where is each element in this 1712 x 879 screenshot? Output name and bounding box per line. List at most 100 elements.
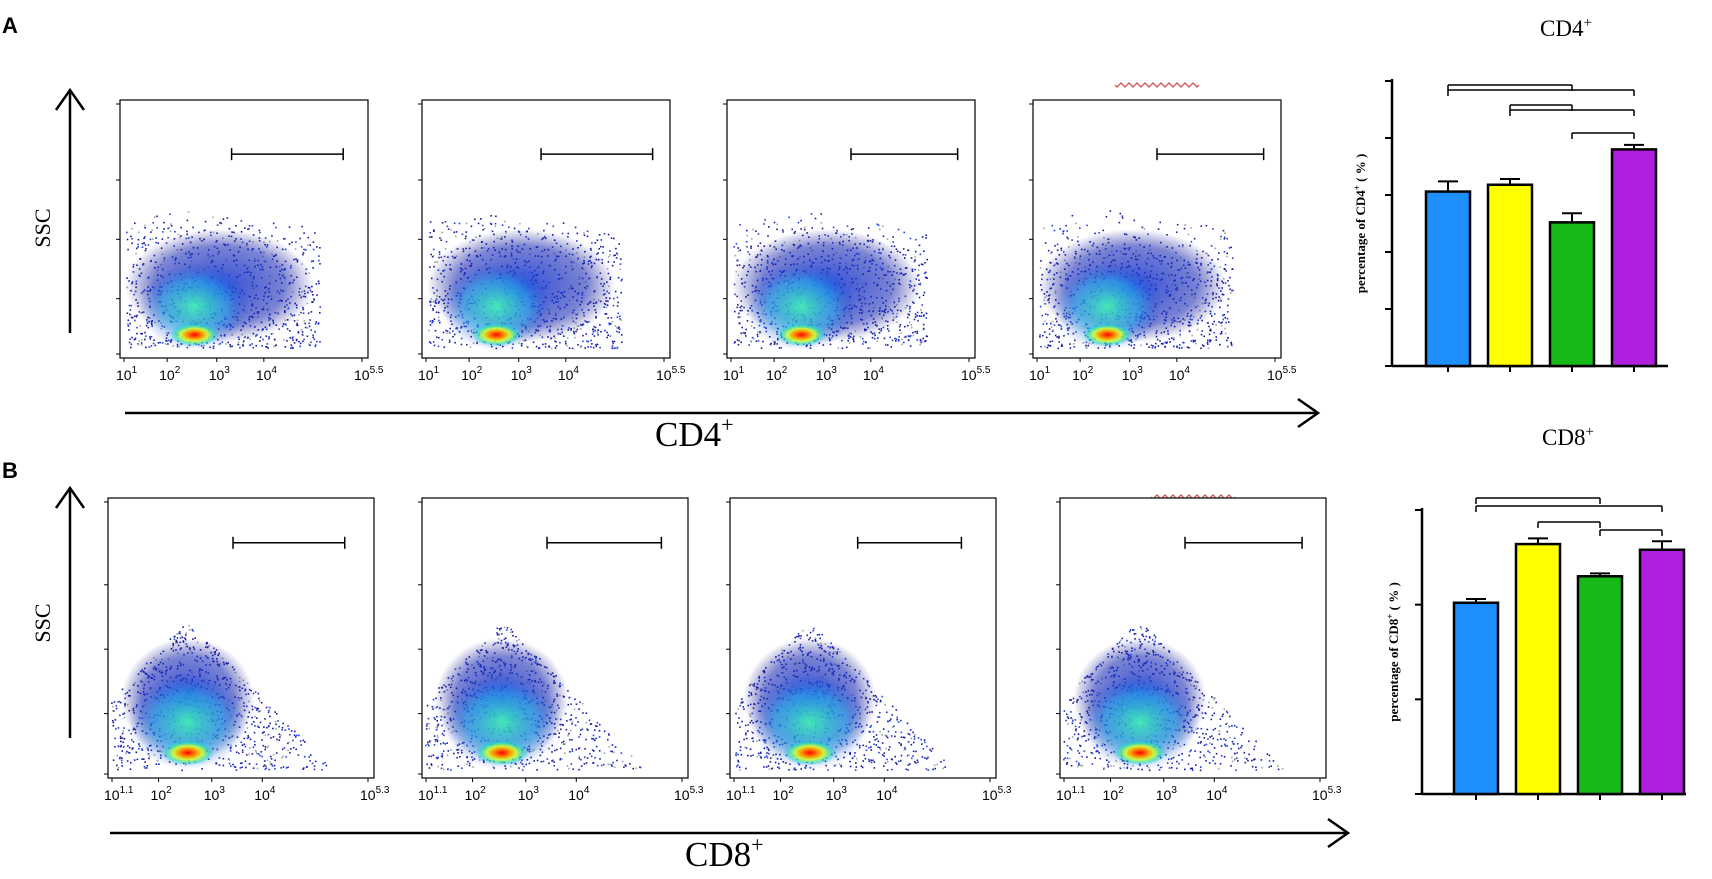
event-dot — [757, 233, 760, 235]
event-dot — [268, 709, 270, 712]
event-dot — [580, 345, 583, 347]
event-dot — [595, 737, 597, 740]
event-dot — [598, 723, 601, 726]
event-dot — [272, 332, 274, 335]
event-dot — [922, 327, 925, 330]
event-dot — [432, 698, 435, 701]
x-tick-label: 102 — [1072, 365, 1094, 383]
event-dot — [748, 344, 750, 346]
event-dot — [821, 227, 824, 230]
event-dot — [620, 291, 622, 294]
event-dot — [1049, 344, 1052, 347]
event-dot — [883, 337, 886, 340]
event-dot — [117, 768, 119, 771]
event-dot — [1133, 344, 1136, 346]
event-dot — [241, 766, 243, 768]
event-dot — [1162, 343, 1164, 345]
event-dot — [554, 340, 556, 342]
event-dot — [317, 280, 320, 283]
event-dot — [791, 228, 793, 231]
event-dot — [446, 332, 448, 334]
event-dot — [620, 279, 623, 282]
event-dot — [130, 761, 132, 764]
event-dot — [573, 332, 575, 334]
event-dot — [532, 341, 535, 344]
event-dot — [501, 224, 504, 226]
event-dot — [439, 237, 441, 239]
event-dot — [448, 331, 451, 333]
event-dot — [526, 345, 528, 348]
event-dot — [425, 728, 428, 730]
event-dot — [737, 250, 740, 252]
event-dot — [1062, 232, 1064, 235]
event-dot — [571, 739, 573, 741]
event-dot — [129, 322, 131, 325]
event-dot — [270, 333, 273, 335]
event-dot — [435, 729, 438, 731]
event-dot — [924, 262, 926, 264]
event-dot — [120, 740, 122, 743]
event-dot — [159, 341, 161, 344]
event-dot — [429, 236, 431, 238]
event-dot — [1044, 320, 1046, 323]
event-dot — [126, 231, 128, 234]
event-dot — [1224, 327, 1226, 330]
event-dot — [1220, 235, 1222, 238]
event-dot — [619, 315, 621, 318]
event-dot — [491, 230, 494, 233]
event-dot — [1223, 313, 1225, 316]
event-dot — [319, 263, 321, 265]
event-dot — [437, 316, 440, 318]
event-dot — [1094, 232, 1096, 235]
event-dot — [437, 736, 439, 739]
event-dot — [899, 324, 902, 326]
event-dot — [287, 749, 289, 752]
event-dot — [120, 744, 123, 747]
event-dot — [128, 752, 131, 754]
event-dot — [918, 264, 920, 267]
event-dot — [441, 338, 444, 341]
event-dot — [599, 324, 601, 326]
event-dot — [571, 347, 574, 350]
x-arrow-b — [110, 817, 1351, 849]
event-dot — [319, 247, 321, 249]
event-dot — [615, 247, 617, 250]
event-dot — [275, 226, 277, 229]
event-dot — [308, 322, 310, 325]
event-dot — [136, 326, 138, 329]
event-dot — [440, 743, 442, 745]
event-dot — [140, 342, 143, 344]
event-dot — [144, 767, 147, 769]
event-dot — [1227, 280, 1229, 282]
event-dot — [1047, 344, 1050, 347]
event-dot — [295, 748, 297, 751]
event-dot — [156, 227, 158, 229]
event-dot — [922, 323, 925, 326]
bar-esa — [1486, 183, 1534, 368]
x-tick-label: 102 — [159, 365, 181, 383]
event-dot — [1062, 230, 1065, 232]
event-dot — [1133, 347, 1135, 349]
event-dot — [1050, 326, 1053, 328]
event-dot — [120, 759, 123, 762]
event-dot — [568, 347, 571, 349]
event-dot — [1053, 229, 1056, 232]
event-dot — [1176, 346, 1178, 348]
event-dot — [733, 342, 736, 344]
event-dot — [254, 725, 256, 727]
event-dot — [117, 745, 120, 747]
event-dot — [782, 231, 784, 233]
event-dot — [432, 341, 435, 343]
event-dot — [257, 753, 260, 755]
event-dot — [273, 345, 275, 348]
event-dot — [164, 343, 167, 345]
event-dot — [837, 347, 840, 349]
event-dot — [441, 222, 444, 224]
event-dot — [1150, 344, 1153, 347]
event-dot — [504, 220, 506, 223]
event-dot — [289, 336, 292, 339]
event-dot — [269, 722, 271, 725]
event-dot — [582, 334, 584, 337]
event-dot — [312, 248, 315, 251]
event-dot — [741, 326, 743, 329]
